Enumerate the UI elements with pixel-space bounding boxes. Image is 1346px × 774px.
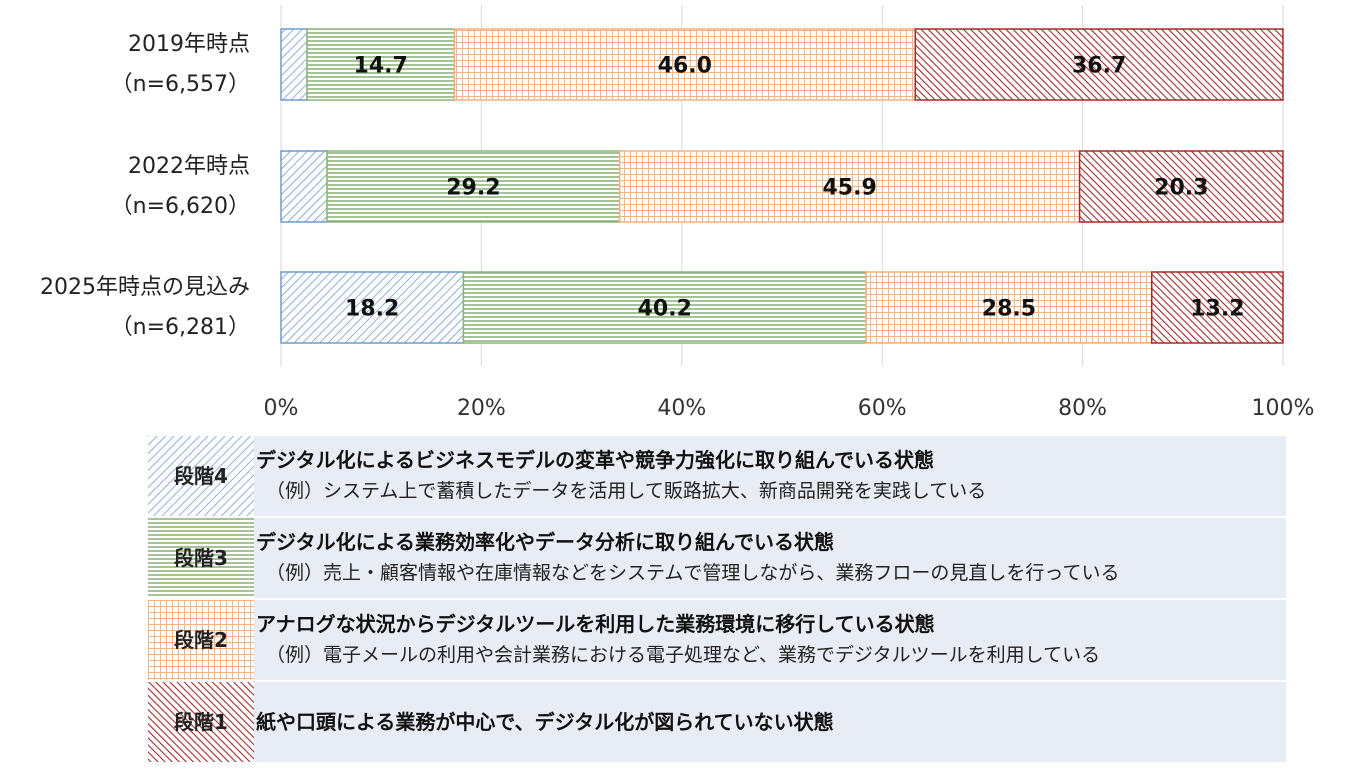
- x-tick-label: 80%: [1058, 396, 1107, 421]
- data-label: 13.2: [1190, 297, 1244, 322]
- bar-segment: [1150, 271, 1284, 344]
- data-label: 46.0: [658, 54, 712, 79]
- category-label: 2019年時点: [128, 31, 250, 57]
- bar-segment: [280, 150, 328, 223]
- bar-segment: [326, 150, 621, 223]
- legend-pattern: [148, 682, 254, 762]
- legend-swatch: 段階4: [148, 436, 254, 516]
- legend-item: 段階3 デジタル化による業務効率化やデータ分析に取り組んでいる状態 （例）売上・顧客…: [148, 518, 1286, 598]
- legend-pattern: [148, 518, 254, 598]
- data-labels: 14.7 46.0 36.7 29.2 45.9 20.3 18.2 40.2 28.5 13.2: [345, 54, 1244, 322]
- legend-item: 段階1 紙や口頭による業務が中心で、デジタル化が図られていない状態: [148, 682, 1286, 762]
- bar-segment: [280, 28, 308, 101]
- data-label: 20.3: [1154, 176, 1208, 201]
- x-tick-label: 40%: [657, 396, 706, 421]
- data-label: 18.2: [345, 297, 399, 322]
- data-label: 40.2: [638, 297, 692, 322]
- category-label: 2022年時点: [128, 153, 250, 179]
- legend-stage-label: 段階2: [174, 628, 228, 652]
- x-tick-label: 20%: [457, 396, 506, 421]
- x-tick-label: 0%: [264, 396, 299, 421]
- data-label: 28.5: [982, 297, 1036, 322]
- category-sample-size: （n=6,557）: [110, 71, 250, 97]
- legend-title: 紙や口頭による業務が中心で、デジタル化が図られていない状態: [256, 710, 834, 734]
- bar-segment: [462, 271, 867, 344]
- legend-swatch: 段階2: [148, 600, 254, 680]
- legend-title: デジタル化による業務効率化やデータ分析に取り組んでいる状態: [256, 530, 834, 554]
- stacked-bar-chart: 14.7 46.0 36.7 29.2 45.9 20.3 18.2 40.2 28.5 13.2…: [264, 5, 1315, 421]
- bar-segment: [618, 150, 1081, 223]
- legend-item: 段階2 アナログな状況からデジタルツールを利用した業務環境に移行している状態 （例）…: [148, 600, 1286, 680]
- legend-pattern: [148, 436, 254, 516]
- legend: 段階4 デジタル化によるビジネスモデルの変革や競争力強化に取り組んでいる状態 （例）…: [148, 436, 1286, 764]
- legend-item: 段階4 デジタル化によるビジネスモデルの変革や競争力強化に取り組んでいる状態 （例）…: [148, 436, 1286, 516]
- legend-stage-label: 段階3: [174, 546, 228, 570]
- x-tick-label: 100%: [1252, 396, 1315, 421]
- legend-pattern: [148, 600, 254, 680]
- bars: [280, 28, 1284, 344]
- x-axis-ticks: 0% 20% 40% 60% 80% 100%: [264, 396, 1315, 421]
- data-label: 14.7: [354, 54, 408, 79]
- bar-segment: [1078, 150, 1284, 223]
- legend-title: アナログな状況からデジタルツールを利用した業務環境に移行している状態: [256, 612, 935, 636]
- bar-segment: [280, 271, 465, 344]
- legend-title: デジタル化によるビジネスモデルの変革や競争力強化に取り組んでいる状態: [256, 448, 934, 472]
- data-label: 45.9: [822, 176, 876, 201]
- category-label: 2025年時点の見込み: [40, 274, 250, 300]
- category-sample-size: （n=6,620）: [110, 193, 250, 219]
- data-label: 36.7: [1072, 54, 1126, 79]
- category-sample-size: （n=6,281）: [110, 314, 250, 340]
- legend-swatch: 段階3: [148, 518, 254, 598]
- legend-stage-label: 段階4: [174, 464, 228, 488]
- bar-segment: [914, 28, 1284, 101]
- legend-example: （例）電子メールの利用や会計業務における電子処理など、業務でデジタルツールを利用…: [266, 644, 1101, 666]
- legend-example: （例）システム上で蓄積したデータを活用して販路拡大、新商品開発を実践している: [266, 480, 987, 502]
- legend-example: （例）売上・顧客情報や在庫情報などをシステムで管理しながら、業務フローの見直しを…: [266, 562, 1120, 584]
- data-label: 29.2: [446, 176, 500, 201]
- bar-segment: [865, 271, 1153, 344]
- x-tick-label: 60%: [858, 396, 907, 421]
- legend-stage-label: 段階1: [174, 710, 228, 734]
- legend-swatch: 段階1: [148, 682, 254, 762]
